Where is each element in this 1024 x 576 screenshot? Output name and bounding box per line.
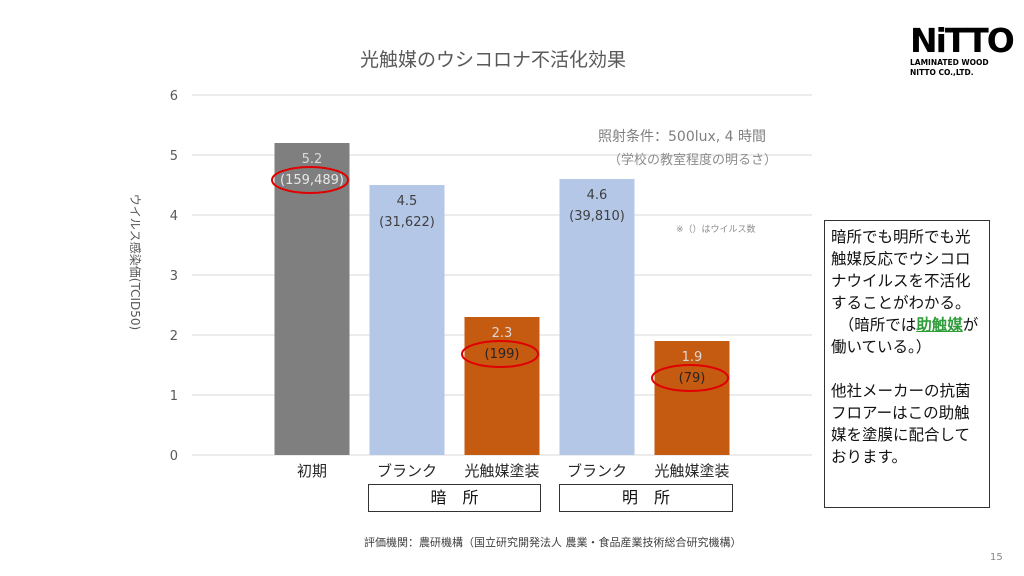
logo-line-1: LAMINATED WOOD (910, 58, 989, 67)
data-label: 5.2 (302, 152, 323, 167)
bar (369, 185, 445, 455)
condition-text-2: （学校の教室程度の明るさ） (608, 152, 777, 168)
x-tick-label: 初期 (297, 462, 327, 480)
virus-count-note: ※（）はウイルス数 (676, 223, 756, 235)
note-highlight: 助触媒 (916, 316, 963, 334)
highlight-circle (271, 166, 349, 194)
virus-count-label: (199) (485, 347, 520, 362)
y-tick-label: 6 (170, 89, 178, 104)
company-logo: NiTTO LAMINATED WOOD NITTO CO.,LTD. (910, 21, 1015, 78)
virus-count-label: (39,810) (569, 209, 625, 224)
virus-count-label: (159,489) (280, 173, 344, 188)
data-label: 2.3 (492, 326, 513, 341)
x-tick-label: ブランク (567, 462, 627, 480)
y-tick-label: 2 (170, 329, 178, 344)
y-tick-label: 5 (170, 149, 178, 164)
logo-line-2: NITTO CO.,LTD. (910, 68, 974, 77)
group-box-dark: 暗 所 (368, 484, 541, 512)
group-box-light: 明 所 (559, 484, 733, 512)
highlight-circle (461, 340, 539, 368)
note-spacer (831, 358, 983, 380)
y-tick-label: 1 (170, 389, 178, 404)
note-para2-prefix: （暗所では (831, 316, 917, 334)
page-number: 15 (990, 552, 1003, 563)
data-label: 4.5 (397, 194, 418, 209)
y-tick-label: 4 (170, 209, 178, 224)
note-para2-suffix: が働いている。） (831, 316, 979, 356)
note-paragraph-3: 他社メーカーの抗菌フロアーはこの助触媒を塗膜に配合しております。 (831, 382, 971, 466)
bar (464, 317, 540, 455)
x-tick-label: ブランク (377, 462, 437, 480)
group-label-dark: 暗 所 (430, 488, 479, 507)
note-paragraph-2: （暗所では助触媒が働いている。） (831, 314, 983, 358)
data-label: 4.6 (587, 188, 608, 203)
y-tick-label: 3 (170, 269, 178, 284)
x-tick-label: 光触媒塗装 (464, 462, 539, 480)
footer-evaluation-org: 評価機関：農研機構（国立研究開発法人 農業・食品産業技術総合研究機構） (364, 536, 742, 549)
y-tick-label: 0 (170, 449, 178, 464)
data-label: 1.9 (682, 350, 703, 365)
y-axis-label: ウイルス感染価(TCID50) (128, 194, 143, 330)
bar (274, 143, 350, 455)
x-tick-label: 光触媒塗装 (654, 462, 729, 480)
group-label-light: 明 所 (621, 488, 670, 507)
bar (559, 179, 635, 455)
virus-count-label: (79) (679, 371, 706, 386)
virus-count-label: (31,622) (379, 215, 435, 230)
chart-title: 光触媒のウシコロナ不活化効果 (360, 49, 626, 71)
note-paragraph-1: 暗所でも明所でも光触媒反応でウシコロナウイルスを不活化することがわかる。 (831, 228, 971, 312)
condition-text-1: 照射条件：500lux, 4 時間 (598, 128, 766, 145)
bar (654, 341, 730, 455)
note-box: 暗所でも明所でも光触媒反応でウシコロナウイルスを不活化することがわかる。 （暗所… (824, 220, 990, 508)
highlight-circle (651, 364, 729, 392)
logo-mark: NiTTO (910, 21, 1015, 60)
